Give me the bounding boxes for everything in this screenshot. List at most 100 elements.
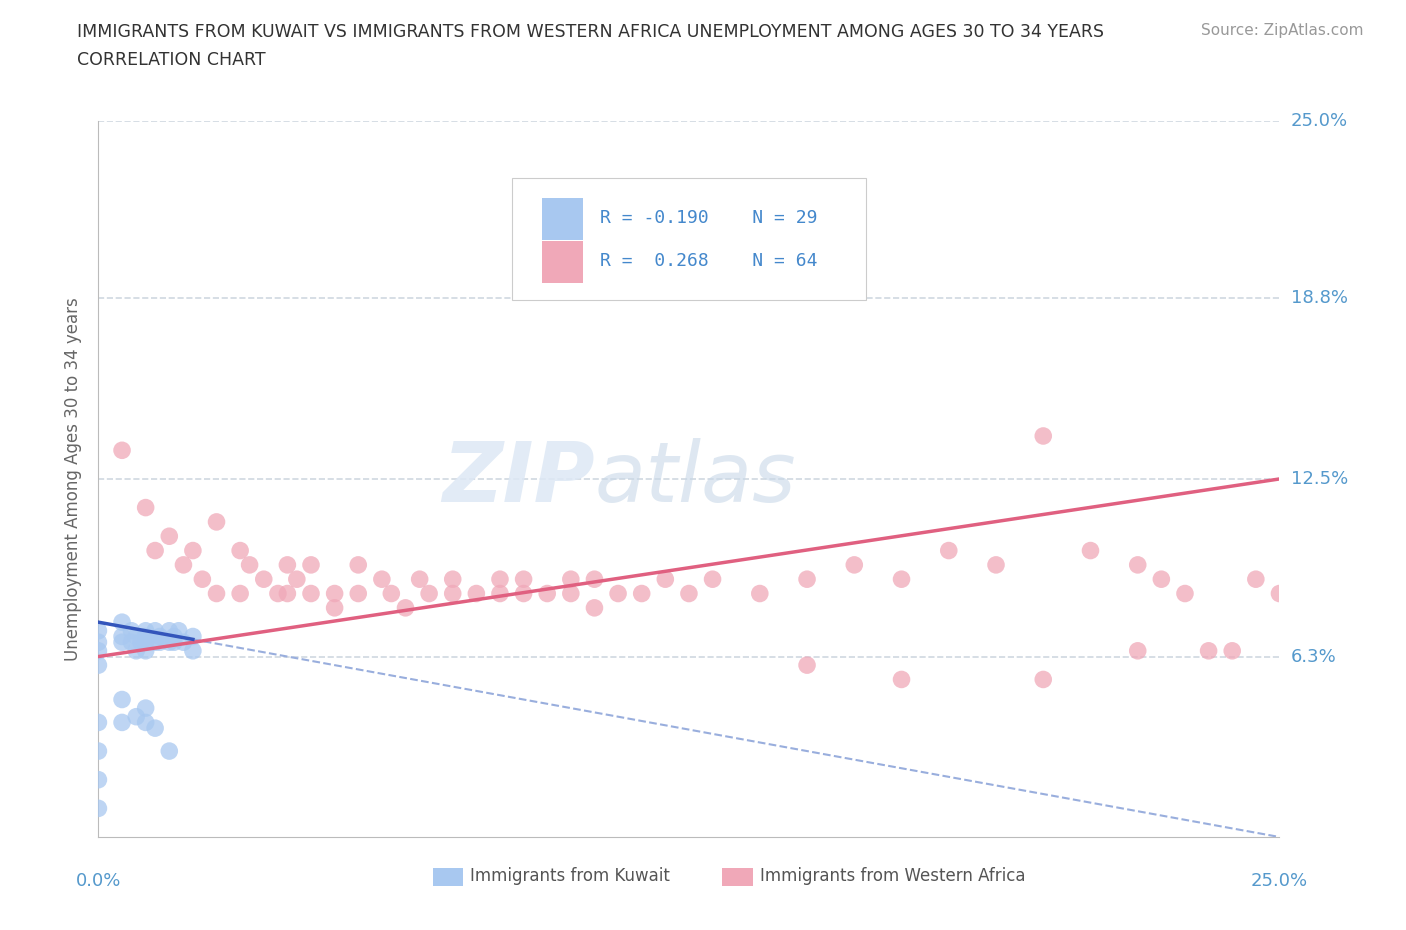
Point <box>380 586 402 601</box>
Point <box>512 586 534 601</box>
Point <box>229 543 252 558</box>
Point <box>678 586 700 601</box>
Point <box>143 635 166 650</box>
Point <box>205 514 228 529</box>
Point <box>205 586 228 601</box>
Point <box>149 635 172 650</box>
Point <box>191 572 214 587</box>
Point <box>87 644 110 658</box>
Point <box>181 543 204 558</box>
Text: 12.5%: 12.5% <box>1291 470 1348 488</box>
Point <box>1150 572 1173 587</box>
Point <box>560 586 582 601</box>
Point <box>111 715 134 730</box>
FancyBboxPatch shape <box>433 868 464 886</box>
Point <box>181 629 204 644</box>
Point <box>890 672 912 687</box>
Point <box>125 644 148 658</box>
Point <box>111 443 134 458</box>
Text: atlas: atlas <box>595 438 796 520</box>
Point <box>143 543 166 558</box>
Point <box>583 572 606 587</box>
Point <box>1126 557 1149 572</box>
FancyBboxPatch shape <box>512 179 866 300</box>
Text: 0.0%: 0.0% <box>76 871 121 890</box>
Point <box>135 635 157 650</box>
Point <box>347 557 370 572</box>
Point <box>1220 644 1243 658</box>
Text: Immigrants from Western Africa: Immigrants from Western Africa <box>759 868 1025 885</box>
Point <box>844 557 866 572</box>
Point <box>239 557 262 572</box>
Point <box>536 586 558 601</box>
Point <box>465 586 488 601</box>
Point <box>583 601 606 616</box>
Point <box>87 801 110 816</box>
Point <box>87 715 110 730</box>
Point <box>299 586 322 601</box>
FancyBboxPatch shape <box>723 868 752 886</box>
Point <box>111 629 134 644</box>
Point <box>418 586 440 601</box>
Text: 25.0%: 25.0% <box>1251 871 1308 890</box>
Point <box>441 572 464 587</box>
Point <box>489 586 512 601</box>
Point <box>267 586 290 601</box>
Point <box>111 635 134 650</box>
Point <box>408 572 430 587</box>
Point <box>163 635 186 650</box>
Point <box>135 715 157 730</box>
Text: Source: ZipAtlas.com: Source: ZipAtlas.com <box>1201 23 1364 38</box>
Point <box>135 500 157 515</box>
FancyBboxPatch shape <box>543 241 582 284</box>
Point <box>129 635 152 650</box>
Point <box>135 623 157 638</box>
Point <box>276 586 298 601</box>
Text: R = -0.190    N = 29: R = -0.190 N = 29 <box>600 209 818 227</box>
Point <box>394 601 416 616</box>
Point <box>87 658 110 672</box>
Point <box>135 629 157 644</box>
Point <box>181 644 204 658</box>
Point <box>441 586 464 601</box>
Point <box>125 629 148 644</box>
Point <box>172 635 194 650</box>
Point <box>172 557 194 572</box>
Point <box>157 529 180 544</box>
Text: IMMIGRANTS FROM KUWAIT VS IMMIGRANTS FROM WESTERN AFRICA UNEMPLOYMENT AMONG AGES: IMMIGRANTS FROM KUWAIT VS IMMIGRANTS FRO… <box>77 23 1104 41</box>
Point <box>371 572 394 587</box>
Point <box>111 615 134 630</box>
Point <box>654 572 676 587</box>
Point <box>630 586 652 601</box>
Text: R =  0.268    N = 64: R = 0.268 N = 64 <box>600 252 818 271</box>
Point <box>149 629 172 644</box>
Point <box>938 543 960 558</box>
Point <box>796 572 818 587</box>
Point <box>253 572 276 587</box>
Point <box>1198 644 1220 658</box>
Point <box>157 623 180 638</box>
Point <box>111 692 134 707</box>
Point <box>143 623 166 638</box>
Point <box>87 623 110 638</box>
Point <box>323 586 346 601</box>
Point <box>702 572 724 587</box>
Point <box>135 644 157 658</box>
Text: 6.3%: 6.3% <box>1291 647 1336 666</box>
Y-axis label: Unemployment Among Ages 30 to 34 years: Unemployment Among Ages 30 to 34 years <box>63 297 82 661</box>
Point <box>229 586 252 601</box>
Point <box>87 744 110 759</box>
Point <box>1032 429 1054 444</box>
Text: ZIP: ZIP <box>441 438 595 520</box>
Point <box>489 572 512 587</box>
Point <box>1174 586 1197 601</box>
Point <box>984 557 1007 572</box>
Point <box>890 572 912 587</box>
Point <box>1080 543 1102 558</box>
Point <box>87 635 110 650</box>
Point <box>125 710 148 724</box>
Point <box>607 586 630 601</box>
Text: 25.0%: 25.0% <box>1291 112 1348 130</box>
Text: CORRELATION CHART: CORRELATION CHART <box>77 51 266 69</box>
Point <box>121 623 143 638</box>
